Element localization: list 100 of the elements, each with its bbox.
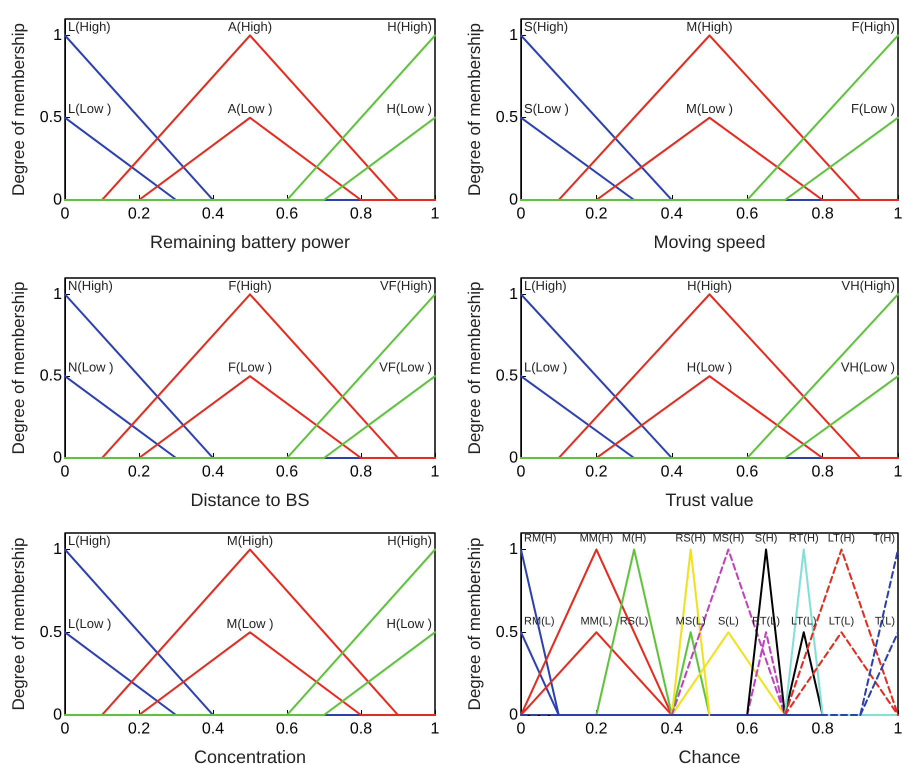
annotation: RM(H) — [524, 532, 556, 545]
annotation: VH(High) — [842, 278, 895, 293]
x-tick-label: 1 — [894, 206, 903, 222]
annotation: LT(L) — [828, 615, 854, 628]
annotation: H(High) — [687, 278, 732, 293]
y-tick-label: 1 — [53, 286, 62, 303]
x-tick-label: 0.4 — [660, 720, 684, 738]
annotation: A(High) — [228, 18, 272, 34]
annotation: H(Low ) — [686, 360, 732, 375]
x-tick-label: 0.8 — [350, 206, 372, 222]
annotation: L(High) — [68, 533, 111, 548]
annotation: F(High) — [228, 278, 272, 293]
annotation: VF(High) — [380, 278, 432, 293]
annotation: M(Low ) — [686, 101, 733, 116]
annotation: H(High) — [387, 18, 432, 34]
y-tick-label: 0 — [509, 192, 518, 208]
annotation: N(High) — [68, 278, 113, 293]
annotation: L(High) — [68, 18, 111, 34]
y-tick-label: 0.5 — [496, 368, 518, 385]
x-tick-label: 1 — [430, 720, 440, 738]
annotation: H(Low ) — [386, 101, 432, 116]
y-axis-title: Degree of membership — [9, 23, 28, 196]
y-tick-label: 0.5 — [40, 368, 62, 385]
annotation: A(Low ) — [228, 101, 272, 116]
y-axis-title: Degree of membership — [465, 282, 484, 454]
y-tick-label: 0.5 — [40, 109, 62, 126]
y-tick-label: 0.5 — [496, 109, 518, 126]
x-tick-label: 0.8 — [811, 464, 834, 480]
annotation: L(Low ) — [524, 360, 568, 375]
y-tick-label: 0 — [509, 450, 518, 466]
annotation: LT(H) — [828, 532, 856, 545]
y-axis-title: Degree of membership — [465, 538, 484, 710]
x-axis-title: Trust value — [665, 490, 754, 510]
x-tick-label: 0.4 — [660, 464, 684, 480]
x-tick-label: 0.8 — [811, 720, 834, 738]
annotation: L(High) — [524, 278, 567, 293]
annotation: T(H) — [873, 532, 895, 545]
annotation: M(High) — [226, 533, 274, 548]
y-tick-label: 0.5 — [40, 624, 62, 641]
y-tick-label: 0 — [509, 706, 518, 724]
x-tick-label: 1 — [430, 464, 440, 480]
annotation: M(Low ) — [226, 616, 274, 631]
x-tick-label: 0.2 — [128, 464, 150, 480]
annotation: M(High) — [686, 18, 733, 34]
annotation: F(High) — [852, 18, 895, 34]
y-tick-label: 0 — [53, 192, 62, 208]
x-tick-label: 0.6 — [736, 464, 758, 480]
x-tick-label: 0.6 — [276, 720, 298, 738]
annotation: H(High) — [387, 533, 432, 548]
x-tick-label: 0.8 — [350, 720, 372, 738]
annotation: S(H) — [754, 532, 778, 545]
x-tick-label: 0.8 — [811, 206, 834, 222]
x-tick-label: 0.2 — [585, 464, 608, 480]
x-tick-label: 0.2 — [128, 720, 150, 738]
annotation: S(High) — [524, 18, 568, 34]
x-axis-title: Moving speed — [653, 232, 766, 252]
x-axis-title: Distance to BS — [190, 490, 310, 510]
y-tick-label: 1 — [509, 26, 518, 44]
annotation: MS(H) — [712, 532, 744, 545]
y-tick-label: 1 — [53, 541, 62, 558]
annotation: S(Low ) — [524, 101, 569, 116]
annotation: L(Low ) — [68, 616, 112, 631]
annotation: H(Low ) — [386, 616, 432, 631]
annotation: MM(L) — [580, 615, 612, 628]
x-tick-label: 1 — [430, 206, 440, 222]
x-tick-label: 0.4 — [660, 206, 684, 222]
y-axis-title: Degree of membership — [465, 23, 484, 196]
y-tick-label: 0 — [53, 706, 62, 724]
annotation: RT(H) — [788, 532, 819, 545]
y-axis-title: Degree of membership — [9, 538, 28, 710]
x-tick-label: 0.6 — [736, 206, 758, 222]
x-tick-label: 0.6 — [736, 720, 758, 738]
y-tick-label: 1 — [53, 26, 62, 44]
annotation: VF(Low ) — [379, 360, 432, 375]
x-tick-label: 0.6 — [276, 206, 298, 222]
annotation: F(Low ) — [228, 360, 272, 375]
x-tick-label: 0.4 — [202, 464, 224, 480]
annotation: N(Low ) — [68, 360, 114, 375]
x-tick-label: 0.4 — [202, 720, 224, 738]
annotation: L(Low ) — [68, 101, 112, 116]
x-tick-label: 1 — [894, 720, 903, 738]
x-axis-title: Chance — [678, 747, 741, 767]
y-axis-title: Degree of membership — [9, 282, 28, 454]
y-tick-label: 0.5 — [496, 624, 518, 641]
annotation: VH(Low ) — [840, 360, 895, 375]
x-tick-label: 0.8 — [350, 464, 372, 480]
x-tick-label: 0.2 — [585, 720, 608, 738]
y-tick-label: 1 — [509, 541, 518, 558]
annotation: RS(H) — [675, 532, 706, 545]
x-axis-title: Concentration — [194, 747, 306, 767]
annotation: MM(H) — [580, 532, 614, 545]
x-tick-label: 0.4 — [202, 206, 224, 222]
y-tick-label: 0 — [53, 450, 62, 466]
annotation: T(L) — [874, 615, 895, 628]
annotation: F(Low ) — [850, 101, 895, 116]
x-axis-title: Remaining battery power — [150, 232, 350, 252]
y-tick-label: 1 — [509, 286, 518, 303]
x-tick-label: 1 — [894, 464, 903, 480]
x-tick-label: 0.2 — [128, 206, 150, 222]
x-tick-label: 0.2 — [585, 206, 608, 222]
